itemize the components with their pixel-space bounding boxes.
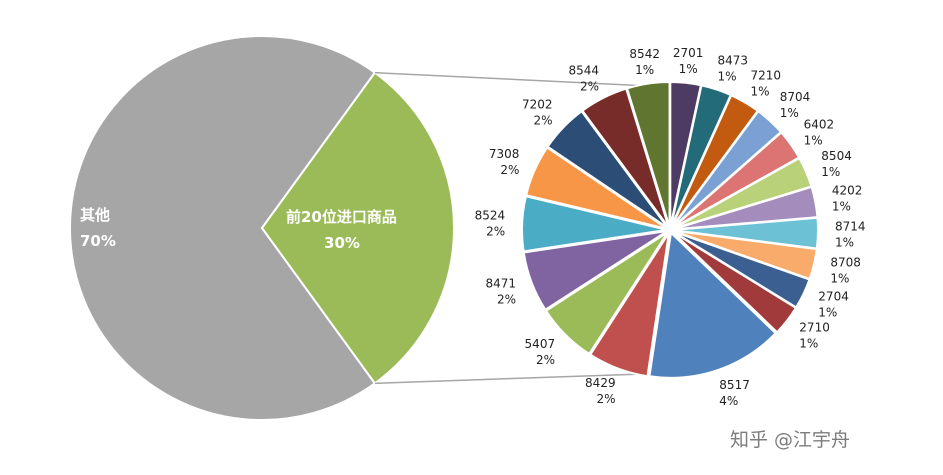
secondary-slice-percent-2701: 1%: [679, 62, 698, 76]
secondary-slice-label-2704: 2704: [818, 290, 849, 304]
secondary-slice-7308: [524, 146, 668, 230]
secondary-slice-label-8704: 8704: [780, 90, 811, 104]
watermark: 知乎 @江宇舟: [730, 429, 850, 451]
main-slice-percent-other: 70%: [80, 232, 116, 250]
secondary-slice-label-8429: 8429: [585, 376, 616, 390]
secondary-slice-percent-8471: 2%: [497, 292, 516, 306]
secondary-slice-label-8708: 8708: [830, 256, 861, 270]
secondary-slice-8429: [588, 232, 670, 378]
secondary-slice-8542: [625, 81, 671, 228]
secondary-slice-label-5407: 5407: [525, 337, 556, 351]
secondary-slice-label-8517: 8517: [719, 378, 750, 392]
main-slice-label-other: 其他: [80, 206, 110, 224]
connector-line-top: [374, 71, 671, 88]
connector-lines: [374, 71, 671, 385]
connector-line-bottom: [374, 372, 671, 385]
secondary-slice-percent-8429: 2%: [597, 392, 616, 406]
secondary-slice-label-8542: 8542: [629, 47, 660, 61]
secondary-slice-label-2710: 2710: [799, 321, 830, 335]
secondary-slice-percent-7210: 1%: [751, 85, 770, 99]
secondary-slice-percent-5407: 2%: [536, 353, 555, 367]
secondary-slice-percent-6402: 1%: [804, 133, 823, 147]
secondary-slice-8471: [522, 230, 668, 312]
secondary-pie: [521, 81, 819, 379]
main-slice-top20: [260, 71, 455, 385]
main-slice-label-top20: 前20位进口商品: [286, 208, 397, 226]
secondary-slice-percent-7202: 2%: [533, 114, 552, 128]
secondary-slice-percent-8708: 1%: [830, 272, 849, 286]
secondary-slice-label-7308: 7308: [489, 147, 520, 161]
secondary-slice-8517: [648, 230, 778, 379]
main-pie: [68, 35, 455, 421]
secondary-slice-percent-8544: 2%: [580, 79, 599, 93]
secondary-slice-label-7210: 7210: [751, 69, 782, 83]
main-pie-labels: 其他 70% 前20位进口商品 30%: [80, 206, 397, 252]
secondary-slice-label-4202: 4202: [832, 184, 863, 198]
secondary-slice-label-2701: 2701: [673, 46, 704, 60]
secondary-slice-8524: [521, 195, 668, 253]
secondary-slice-label-8471: 8471: [485, 276, 516, 290]
secondary-pie-labels: 2701 1% 8473 1% 7210 1% 8704 1% 6402 1% 8504 1% 4202…: [475, 46, 866, 408]
secondary-slice-percent-2704: 1%: [818, 306, 837, 320]
secondary-slice-label-8504: 8504: [821, 149, 852, 163]
secondary-slice-5407: [544, 231, 669, 356]
secondary-slice-percent-8473: 1%: [718, 70, 737, 84]
secondary-slice-percent-8517: 4%: [719, 394, 738, 408]
secondary-slice-percent-4202: 1%: [832, 200, 851, 214]
main-slice-other: [68, 35, 377, 421]
secondary-slice-percent-8504: 1%: [821, 165, 840, 179]
secondary-slice-percent-8704: 1%: [780, 106, 799, 120]
main-slice-percent-top20: 30%: [324, 234, 360, 252]
secondary-slice-label-6402: 6402: [804, 117, 835, 131]
secondary-slice-percent-2710: 1%: [799, 337, 818, 351]
secondary-slice-percent-7308: 2%: [500, 163, 519, 177]
secondary-slice-percent-8542: 1%: [635, 63, 654, 77]
secondary-slice-label-8544: 8544: [568, 63, 599, 77]
secondary-slice-label-8714: 8714: [835, 220, 866, 234]
secondary-slice-2710: [671, 230, 798, 334]
secondary-slice-7202: [546, 109, 669, 229]
secondary-slice-percent-8714: 1%: [835, 236, 854, 250]
secondary-slice-label-8524: 8524: [475, 209, 506, 223]
secondary-slice-label-8473: 8473: [718, 54, 749, 68]
secondary-slice-percent-8524: 2%: [486, 225, 505, 239]
secondary-slice-label-7202: 7202: [522, 98, 553, 112]
